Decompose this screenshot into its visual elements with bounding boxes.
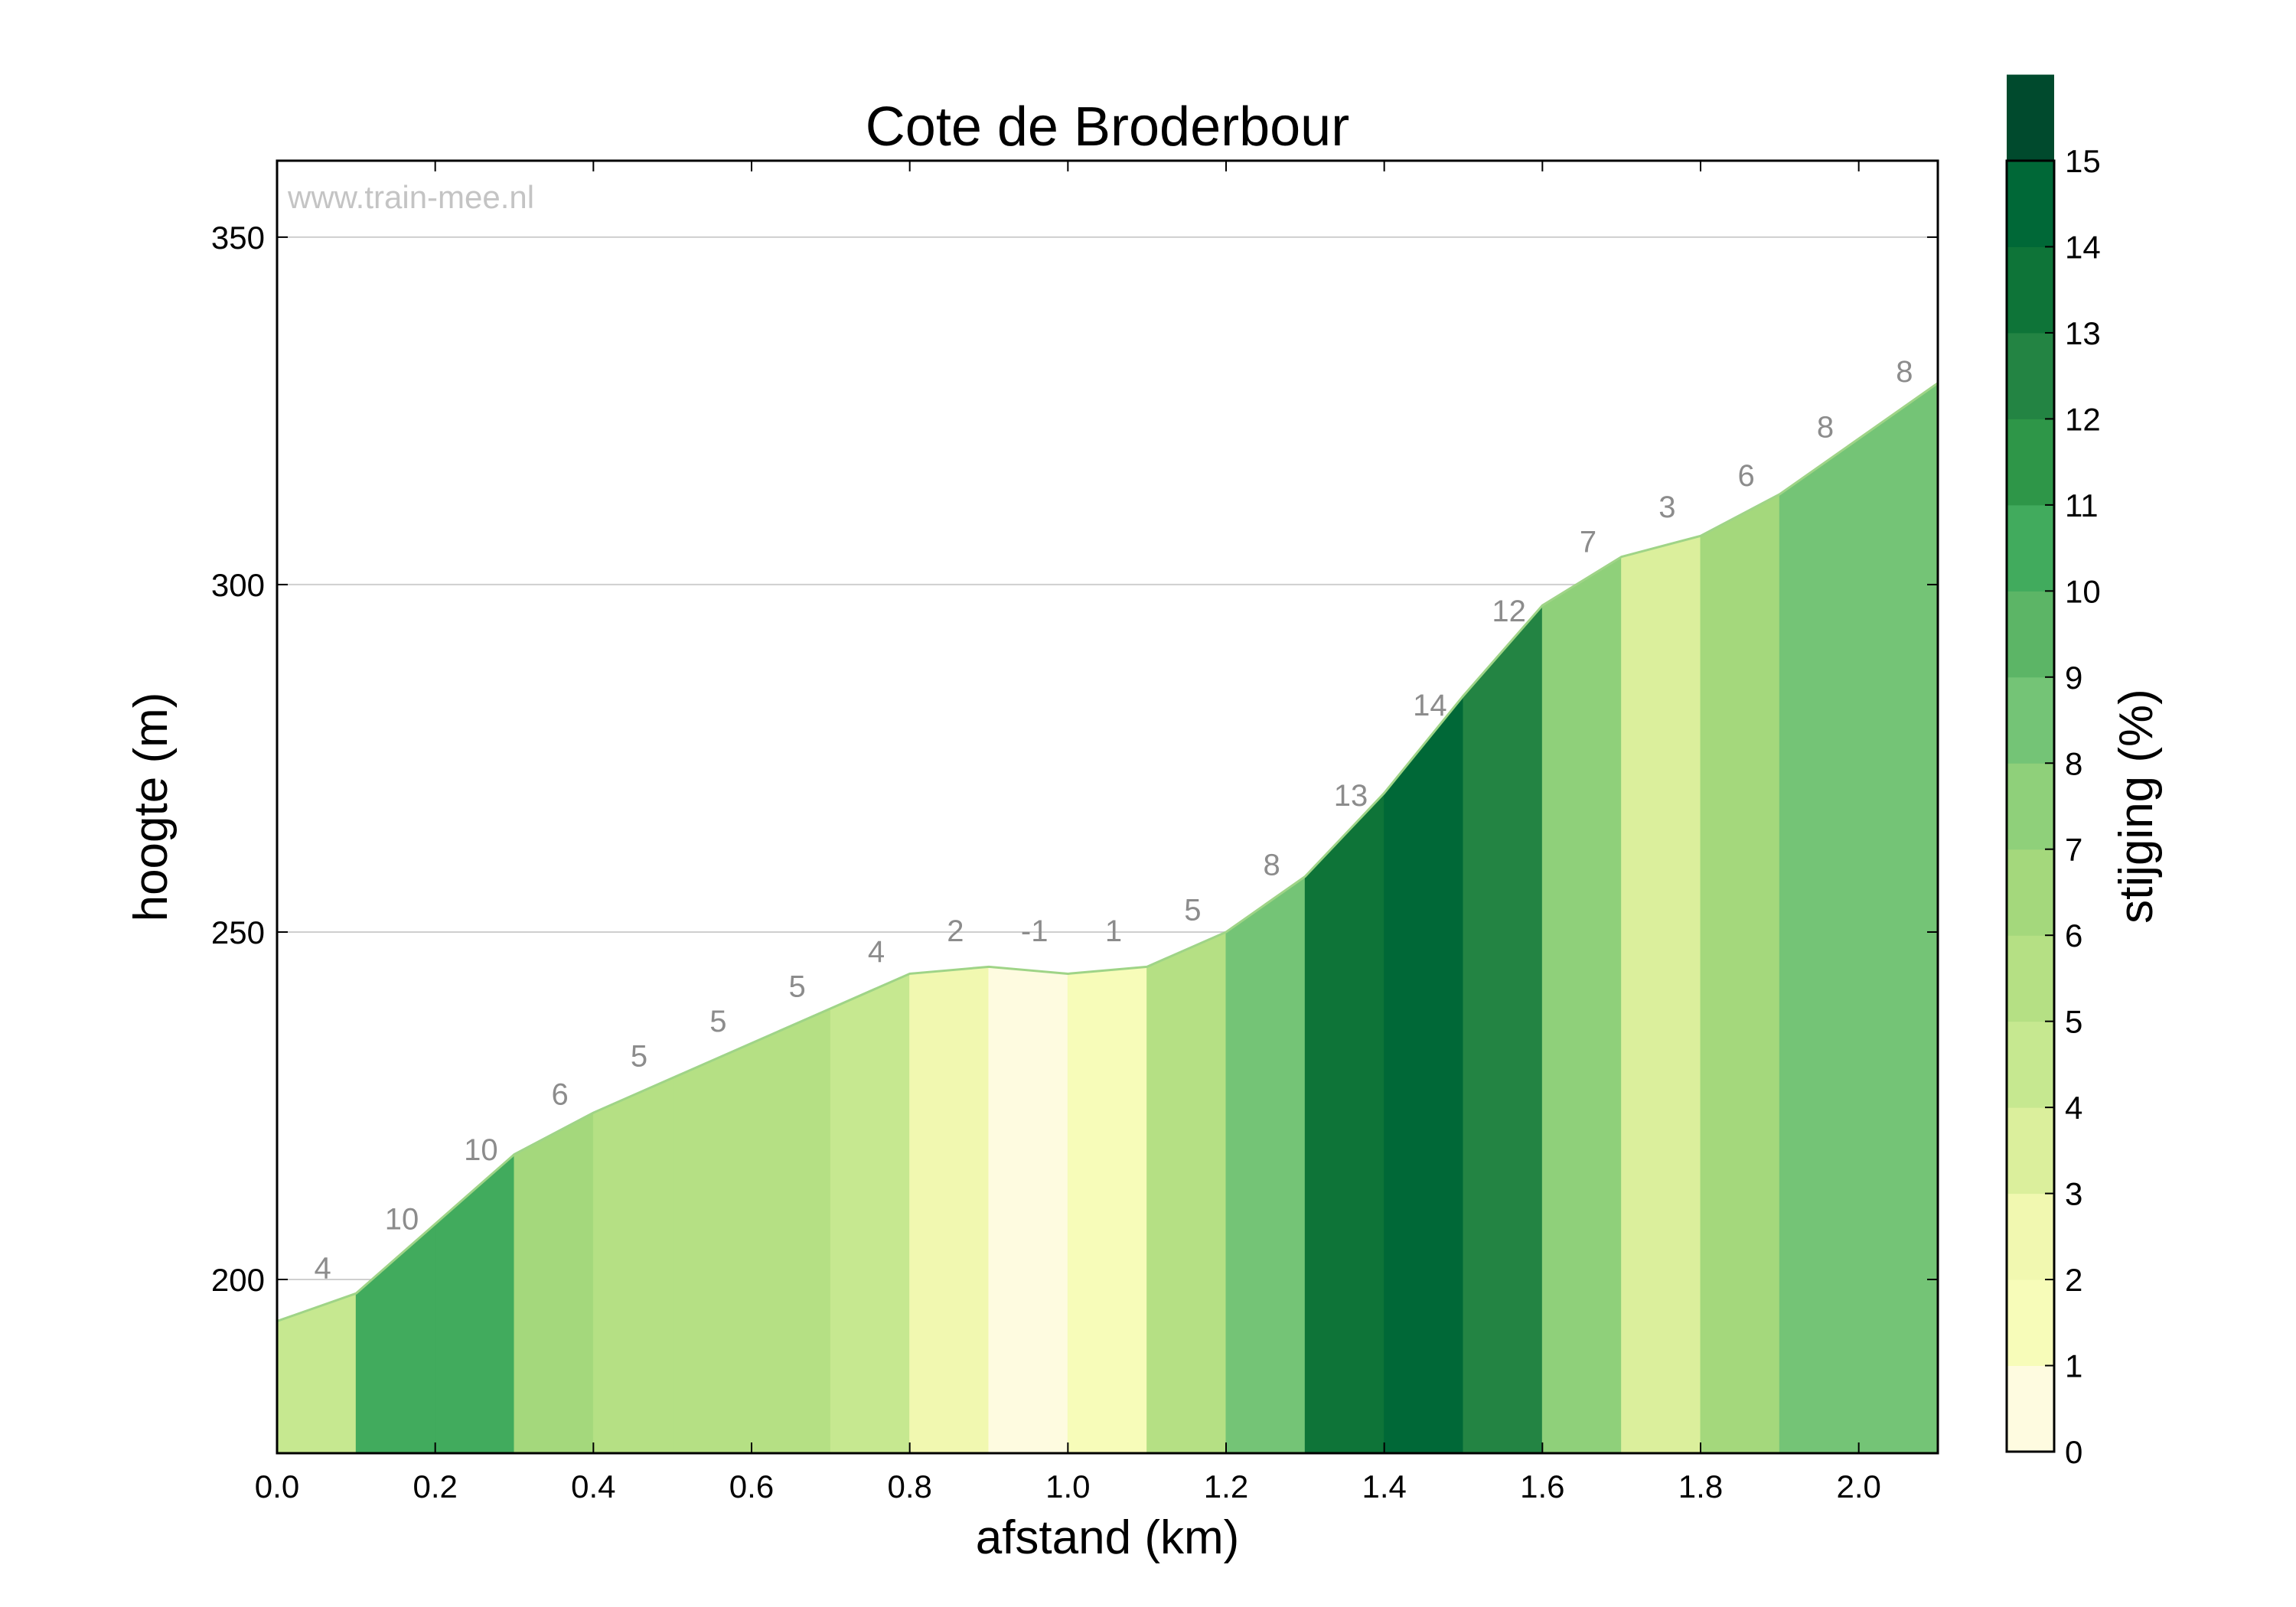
x-tick-label: 1.4 — [1362, 1468, 1406, 1504]
grade-label: -1 — [1021, 914, 1049, 948]
grade-label: 12 — [1492, 595, 1526, 628]
grade-segment — [1304, 792, 1385, 1454]
x-axis-title: afstand (km) — [976, 1511, 1240, 1564]
colorbar-tick-label: 4 — [2065, 1090, 2082, 1126]
grade-segment — [1700, 494, 1780, 1454]
x-tick-label: 0.8 — [887, 1468, 931, 1504]
y-tick-label: 250 — [211, 914, 265, 950]
grade-label: 4 — [315, 1251, 331, 1285]
colorbar-tick-label: 0 — [2065, 1434, 2082, 1470]
grade-label: 5 — [789, 970, 806, 1004]
grade-label: 2 — [947, 914, 964, 948]
colorbar-tick-label: 9 — [2065, 660, 2082, 696]
grade-segment — [1541, 556, 1623, 1454]
colorbar-frame — [2005, 159, 2056, 1453]
grade-label: 13 — [1334, 779, 1368, 813]
grade-segment — [751, 1008, 831, 1454]
grade-label: 6 — [1738, 459, 1755, 493]
x-tick-label: 0.6 — [729, 1468, 774, 1504]
colorbar-tick-label: 5 — [2065, 1004, 2082, 1040]
grade-label: 8 — [1896, 355, 1913, 389]
colorbar-tick-label: 1 — [2065, 1348, 2082, 1384]
grade-segment — [988, 966, 1068, 1454]
grade-segment — [1225, 875, 1306, 1454]
x-tick-label: 1.0 — [1045, 1468, 1090, 1504]
grade-segment — [592, 1077, 673, 1454]
grade-segment — [1146, 931, 1227, 1454]
grade-segment — [1779, 438, 1860, 1454]
colorbar-band — [2007, 1193, 2054, 1280]
grade-segment — [830, 973, 911, 1454]
grade-segment — [909, 966, 990, 1454]
colorbar-band — [2007, 676, 2054, 764]
grade-label: 8 — [1264, 849, 1280, 882]
colorbar-tick-label: 12 — [2065, 401, 2101, 437]
grade-label: 1 — [1105, 914, 1122, 948]
colorbar-tick-label: 11 — [2065, 487, 2099, 523]
colorbar-band — [2007, 1107, 2054, 1195]
grade-label: 4 — [868, 935, 885, 969]
plot-frame — [276, 159, 1939, 1455]
colorbar-title: stijging (%) — [2110, 689, 2163, 924]
colorbar-band — [2007, 763, 2054, 850]
colorbar-tick-label: 8 — [2065, 745, 2082, 781]
x-tick-label: 2.0 — [1836, 1468, 1880, 1504]
colorbar-band — [2007, 74, 2054, 161]
colorbar-band — [2007, 1365, 2054, 1452]
x-tick-label: 0.4 — [571, 1468, 615, 1504]
colorbar-band — [2007, 591, 2054, 678]
grade-segment — [1621, 535, 1701, 1454]
grade-segment — [1067, 966, 1148, 1454]
y-tick-label: 350 — [211, 220, 265, 256]
x-tick-label: 0.2 — [413, 1468, 457, 1504]
grade-label: 7 — [1580, 525, 1596, 559]
colorbar-tick-label: 7 — [2065, 832, 2082, 868]
grade-label: 6 — [552, 1077, 569, 1111]
grade-label: 5 — [631, 1039, 647, 1073]
colorbar-band — [2007, 504, 2054, 592]
colorbar-tick-label: 10 — [2065, 573, 2101, 609]
x-tick-label: 0.0 — [255, 1468, 299, 1504]
grade-label: 10 — [464, 1133, 498, 1167]
grade-label: 5 — [1184, 894, 1201, 927]
grade-label: 3 — [1658, 491, 1675, 524]
grade-segment — [435, 1153, 515, 1454]
grade-segment — [514, 1112, 594, 1454]
grade-segment — [1384, 694, 1464, 1454]
colorbar-band — [2007, 419, 2054, 506]
grade-segment — [672, 1042, 752, 1454]
grade-segment — [1858, 382, 1939, 1454]
colorbar-band — [2007, 161, 2054, 247]
x-tick-label: 1.6 — [1520, 1468, 1564, 1504]
colorbar-tick-label: 15 — [2065, 143, 2101, 179]
colorbar-band — [2007, 332, 2054, 419]
grade-label: 14 — [1413, 689, 1447, 722]
elevation-line — [276, 382, 1939, 1322]
y-tick-label: 300 — [211, 567, 265, 603]
colorbar-band — [2007, 246, 2054, 334]
grade-label: 5 — [709, 1005, 726, 1038]
y-tick-label: 200 — [211, 1262, 265, 1298]
colorbar-band — [2007, 849, 2054, 936]
grade-label: 10 — [385, 1203, 419, 1237]
x-tick-label: 1.8 — [1678, 1468, 1723, 1504]
colorbar-tick-label: 3 — [2065, 1176, 2082, 1212]
grade-segment — [1463, 604, 1543, 1454]
watermark: www.train-mee.nl — [287, 179, 534, 215]
axes: 0.0 0.2 0.4 0.6 0.8 1.0 1.2 1.4 1.6 1.8 2.0 200 250 3… — [211, 159, 1939, 1504]
grade-label: 8 — [1817, 411, 1834, 445]
colorbar-tick-label: 13 — [2065, 315, 2101, 351]
chart-title: Cote de Broderbour — [866, 96, 1349, 158]
colorbar-band — [2007, 1279, 2054, 1367]
colorbar-band — [2007, 1021, 2054, 1108]
colorbar-tick-label: 2 — [2065, 1262, 2082, 1298]
x-tick-label: 1.2 — [1204, 1468, 1248, 1504]
plot-area: 4 10 10 6 5 5 5 4 2 -1 1 5 8 13 14 12 7 3 6 8 8 — [276, 236, 1939, 1454]
colorbar-tick-label: 6 — [2065, 918, 2082, 953]
y-axis-title: hoogte (m) — [125, 693, 178, 922]
colorbar-band — [2007, 935, 2054, 1022]
colorbar-tick-label: 14 — [2065, 229, 2101, 265]
